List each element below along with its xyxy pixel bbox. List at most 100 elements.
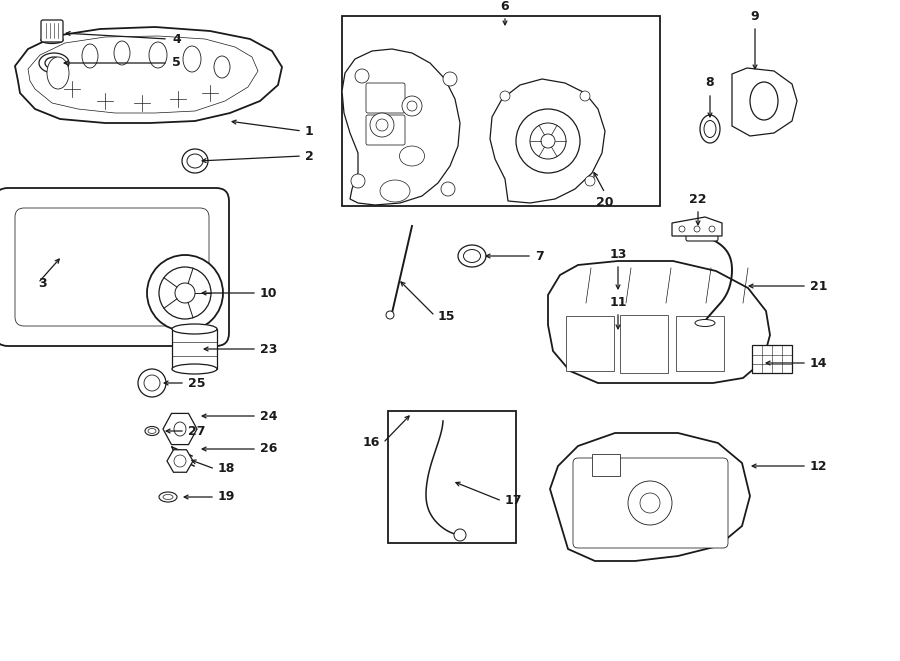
Circle shape — [144, 375, 160, 391]
Text: 5: 5 — [172, 56, 181, 69]
Text: 10: 10 — [260, 286, 277, 299]
Polygon shape — [167, 449, 193, 472]
Ellipse shape — [400, 146, 425, 166]
Text: 8: 8 — [706, 76, 715, 89]
Circle shape — [541, 134, 555, 148]
Circle shape — [355, 69, 369, 83]
Ellipse shape — [82, 44, 98, 68]
Bar — [388, 411, 516, 543]
Circle shape — [351, 174, 365, 188]
Circle shape — [640, 493, 660, 513]
Bar — [342, 16, 660, 206]
Polygon shape — [490, 79, 605, 203]
Circle shape — [709, 226, 715, 232]
Bar — [752, 345, 792, 373]
Polygon shape — [548, 261, 770, 383]
Ellipse shape — [47, 57, 69, 89]
Circle shape — [370, 113, 394, 137]
Text: 19: 19 — [218, 490, 236, 504]
Text: 11: 11 — [609, 296, 626, 309]
Circle shape — [500, 91, 510, 101]
Ellipse shape — [145, 426, 159, 436]
Circle shape — [454, 529, 466, 541]
Text: 2: 2 — [305, 149, 314, 163]
Circle shape — [407, 101, 417, 111]
Text: 4: 4 — [172, 32, 181, 46]
Ellipse shape — [148, 428, 156, 434]
Text: 27: 27 — [188, 424, 205, 438]
Circle shape — [585, 176, 595, 186]
FancyBboxPatch shape — [0, 188, 229, 346]
Circle shape — [443, 72, 457, 86]
Polygon shape — [163, 413, 197, 445]
FancyBboxPatch shape — [366, 83, 405, 113]
Bar — [620, 315, 668, 373]
Circle shape — [159, 267, 211, 319]
Ellipse shape — [149, 42, 167, 68]
Ellipse shape — [214, 56, 230, 78]
Text: 6: 6 — [500, 0, 509, 13]
Circle shape — [402, 96, 422, 116]
Text: 9: 9 — [751, 10, 760, 23]
Circle shape — [174, 455, 186, 467]
Ellipse shape — [45, 57, 63, 69]
Circle shape — [694, 226, 700, 232]
Circle shape — [628, 481, 672, 525]
Ellipse shape — [182, 149, 208, 173]
Ellipse shape — [172, 364, 217, 374]
FancyBboxPatch shape — [15, 208, 209, 326]
Ellipse shape — [172, 324, 217, 334]
Polygon shape — [550, 433, 750, 561]
Polygon shape — [672, 217, 722, 236]
Polygon shape — [28, 36, 258, 113]
Text: 15: 15 — [438, 309, 455, 323]
Circle shape — [175, 283, 195, 303]
Polygon shape — [15, 27, 282, 123]
Text: 1: 1 — [305, 124, 314, 137]
Text: 16: 16 — [363, 436, 380, 449]
Text: 12: 12 — [810, 459, 827, 473]
Bar — [592, 454, 620, 476]
Ellipse shape — [695, 319, 715, 327]
Ellipse shape — [174, 422, 186, 436]
Circle shape — [679, 226, 685, 232]
Ellipse shape — [39, 53, 69, 73]
Bar — [172, 329, 217, 369]
Text: 25: 25 — [188, 377, 205, 389]
Polygon shape — [732, 68, 797, 136]
Text: 13: 13 — [609, 248, 626, 261]
Circle shape — [580, 91, 590, 101]
Ellipse shape — [41, 36, 63, 44]
Ellipse shape — [114, 41, 130, 65]
Circle shape — [441, 182, 455, 196]
Text: 20: 20 — [596, 196, 614, 209]
Text: 23: 23 — [260, 342, 277, 356]
FancyBboxPatch shape — [366, 115, 405, 145]
Circle shape — [147, 255, 223, 331]
Text: 21: 21 — [810, 280, 827, 293]
Circle shape — [138, 369, 166, 397]
Ellipse shape — [700, 115, 720, 143]
Text: 24: 24 — [260, 410, 277, 422]
Ellipse shape — [183, 46, 201, 72]
FancyBboxPatch shape — [573, 458, 728, 548]
FancyBboxPatch shape — [686, 223, 718, 241]
Polygon shape — [342, 49, 460, 205]
Ellipse shape — [159, 492, 177, 502]
Ellipse shape — [380, 180, 410, 202]
Ellipse shape — [187, 154, 203, 168]
Bar — [566, 316, 614, 371]
Text: 26: 26 — [260, 442, 277, 455]
Ellipse shape — [704, 120, 716, 137]
Circle shape — [386, 311, 394, 319]
FancyBboxPatch shape — [41, 20, 63, 42]
Circle shape — [516, 109, 580, 173]
Circle shape — [376, 119, 388, 131]
Text: 22: 22 — [689, 193, 706, 206]
Text: 7: 7 — [535, 249, 544, 262]
Text: 14: 14 — [810, 356, 827, 369]
Text: 18: 18 — [218, 463, 236, 475]
Circle shape — [530, 123, 566, 159]
Ellipse shape — [464, 249, 481, 262]
Ellipse shape — [458, 245, 486, 267]
